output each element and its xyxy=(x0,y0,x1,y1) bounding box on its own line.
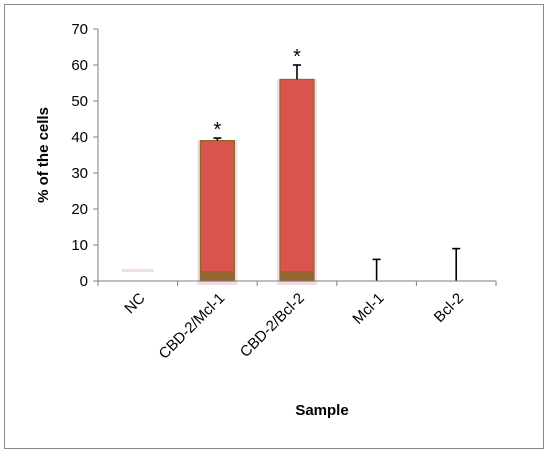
bar-shadow xyxy=(121,269,154,272)
x-tick-label: CBD-2/Bcl-2 xyxy=(237,290,308,361)
significance-star: * xyxy=(214,119,222,141)
y-axis-title: % of the cells xyxy=(35,107,52,203)
y-tick-label: 60 xyxy=(71,57,88,74)
bar-base xyxy=(280,271,314,281)
bar-base xyxy=(200,271,235,281)
significance-star: * xyxy=(293,46,301,68)
x-tick-label: NC xyxy=(121,290,148,317)
x-tick-label: Mcl-1 xyxy=(349,290,387,328)
significance-markers: ** xyxy=(214,46,302,141)
y-tick-label: 10 xyxy=(71,237,88,254)
y-tick-label: 40 xyxy=(71,129,88,146)
chart-frame xyxy=(4,4,544,449)
x-tick-label: CBD-2/Mcl-1 xyxy=(156,290,229,363)
y-tick-label: 50 xyxy=(71,93,88,110)
bars xyxy=(121,78,317,286)
bar xyxy=(279,78,315,282)
y-tick-label: 20 xyxy=(71,201,88,218)
y-axis-ticks: 0 10 20 30 40 50 60 70 xyxy=(71,21,98,290)
x-tick-label: Bcl-2 xyxy=(431,290,467,326)
x-axis-ticks: NC CBD-2/Mcl-1 CBD-2/Bcl-2 Mcl-1 Bcl-2 xyxy=(97,281,497,363)
y-tick-label: 30 xyxy=(71,165,88,182)
error-bars xyxy=(213,64,461,281)
y-tick-label: 70 xyxy=(71,21,88,38)
y-tick-label: 0 xyxy=(80,273,88,290)
x-axis-title: Sample xyxy=(295,402,348,419)
bar xyxy=(199,140,235,282)
